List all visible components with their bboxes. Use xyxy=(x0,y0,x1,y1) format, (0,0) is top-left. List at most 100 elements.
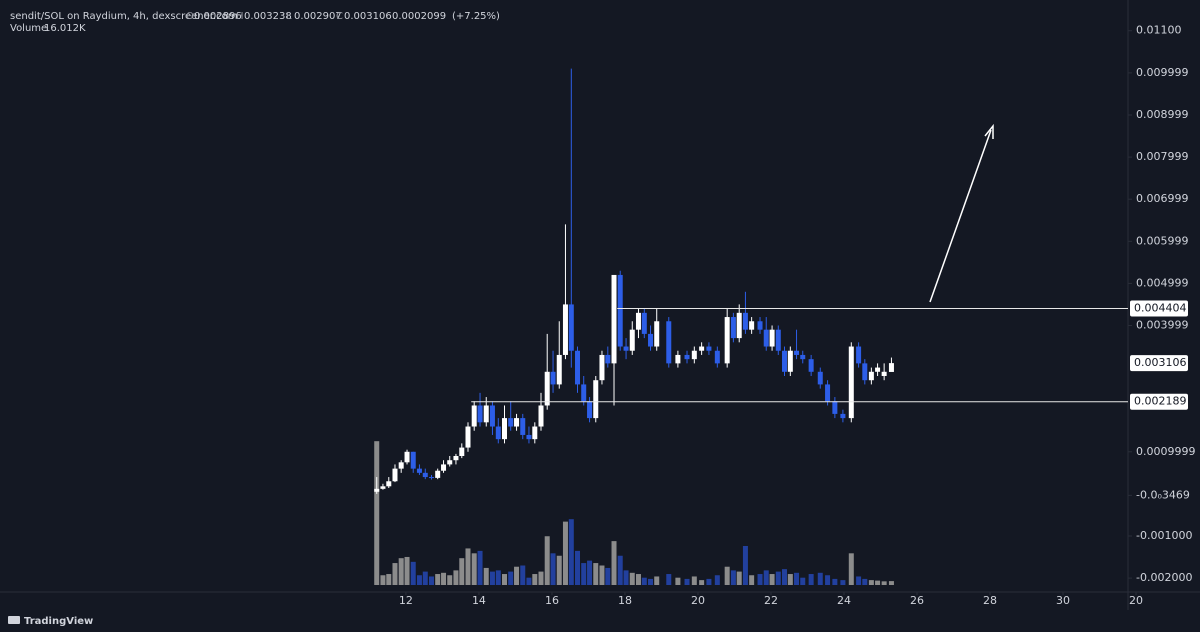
candle-body xyxy=(763,329,769,347)
volume-bar xyxy=(629,572,635,585)
candle-body xyxy=(787,350,793,372)
volume-bar xyxy=(514,566,520,585)
candle-body xyxy=(742,312,748,330)
candle-body xyxy=(568,304,574,351)
volume-bar xyxy=(724,566,730,585)
arrow-head xyxy=(984,123,994,139)
volume-bar xyxy=(453,570,459,585)
candle-body xyxy=(575,350,581,385)
volume-bar xyxy=(714,575,720,585)
candle-body xyxy=(441,464,447,471)
volume-bar xyxy=(808,574,814,585)
volume-bar xyxy=(398,558,404,585)
candle-body xyxy=(374,488,380,492)
y-tick-label: 0.0009999 xyxy=(1136,445,1196,458)
candle-body xyxy=(380,486,386,489)
candle-body xyxy=(684,354,690,360)
volume-bar xyxy=(508,571,514,585)
volume-bar xyxy=(520,565,526,585)
x-tick-label: 12 xyxy=(399,594,413,607)
candle-body xyxy=(691,350,697,360)
volume-bar xyxy=(769,574,775,585)
candle-body xyxy=(623,346,629,351)
volume-bar xyxy=(611,541,617,585)
x-tick-label: 26 xyxy=(910,594,924,607)
x-tick-label: 14 xyxy=(472,594,486,607)
candle-body xyxy=(817,371,823,385)
candle-body xyxy=(654,321,660,347)
volume-bar xyxy=(526,577,532,585)
candle-body xyxy=(641,312,647,334)
x-tick-label: 18 xyxy=(618,594,632,607)
volume-bar xyxy=(593,563,599,585)
candle-body xyxy=(471,405,477,427)
candle-body xyxy=(605,354,611,364)
candle-body xyxy=(550,371,556,385)
volume-bar xyxy=(447,575,453,585)
arrow-line xyxy=(929,129,992,303)
candle-body xyxy=(840,413,846,419)
volume-bar xyxy=(587,560,593,585)
candle-body xyxy=(781,350,787,372)
candle-body xyxy=(465,426,471,448)
level-label: 0.002189 xyxy=(1134,395,1187,408)
candle-body xyxy=(699,346,705,351)
last-price-box xyxy=(1130,355,1188,372)
candle-body xyxy=(532,426,538,440)
candle-body xyxy=(611,274,617,364)
candle-body xyxy=(635,312,641,330)
volume-bar xyxy=(749,575,755,585)
x-tick-label: 16 xyxy=(545,594,559,607)
volume-bar xyxy=(691,576,697,585)
candle-body xyxy=(593,380,599,419)
candle-body xyxy=(489,405,495,427)
candle-body xyxy=(775,329,781,351)
candle-body xyxy=(730,317,736,339)
volume-bar xyxy=(648,578,654,585)
volume-bar xyxy=(868,580,874,585)
volume-bar xyxy=(501,574,507,585)
y-tick-label: 0.004999 xyxy=(1136,276,1189,289)
ohlc-key: H xyxy=(236,11,244,22)
candle-body xyxy=(544,371,550,406)
volume-bar xyxy=(623,570,629,585)
candle-body xyxy=(508,418,514,427)
volume-bar xyxy=(465,548,471,585)
logo-text: TradingView xyxy=(24,616,93,627)
candle-body xyxy=(477,405,483,423)
volume-bar xyxy=(416,575,422,585)
volume-bar xyxy=(675,577,681,585)
logo: TradingView xyxy=(8,616,93,627)
ohlc-value: 0.003106 xyxy=(344,11,392,22)
volume-bar xyxy=(742,546,748,585)
volume-value: 16.012K xyxy=(44,23,86,34)
candle-body xyxy=(562,304,568,355)
y-tick-label: 0.008999 xyxy=(1136,108,1189,121)
y-tick-label: -0.0₀3469 xyxy=(1136,488,1190,501)
volume-bar xyxy=(471,553,477,585)
volume-bar xyxy=(495,570,501,585)
volume-bar xyxy=(763,570,769,585)
volume-bar xyxy=(856,576,862,585)
candle-body xyxy=(881,371,887,376)
level-label-box xyxy=(1130,300,1188,317)
candle-body xyxy=(404,451,410,463)
volume-bar xyxy=(817,572,823,585)
candle-body xyxy=(629,329,635,351)
x-tick-label: 24 xyxy=(837,594,851,607)
volume-bar xyxy=(428,576,434,585)
candle-body xyxy=(800,354,806,360)
volume-bar xyxy=(641,577,647,585)
volume-bar xyxy=(538,571,544,585)
x-tick-label: 22 xyxy=(764,594,778,607)
header-title: sendit/SOL on Raydium, 4h, dexscreener.c… xyxy=(10,11,237,22)
volume-bar xyxy=(825,575,831,585)
volume-bar xyxy=(730,570,736,585)
volume-bar xyxy=(532,574,538,585)
volume-bar xyxy=(410,561,416,585)
candle-body xyxy=(428,477,434,479)
candle-body xyxy=(422,472,428,478)
y-tick-label: 0.005999 xyxy=(1136,234,1189,247)
volume-key: Volume xyxy=(10,23,47,34)
